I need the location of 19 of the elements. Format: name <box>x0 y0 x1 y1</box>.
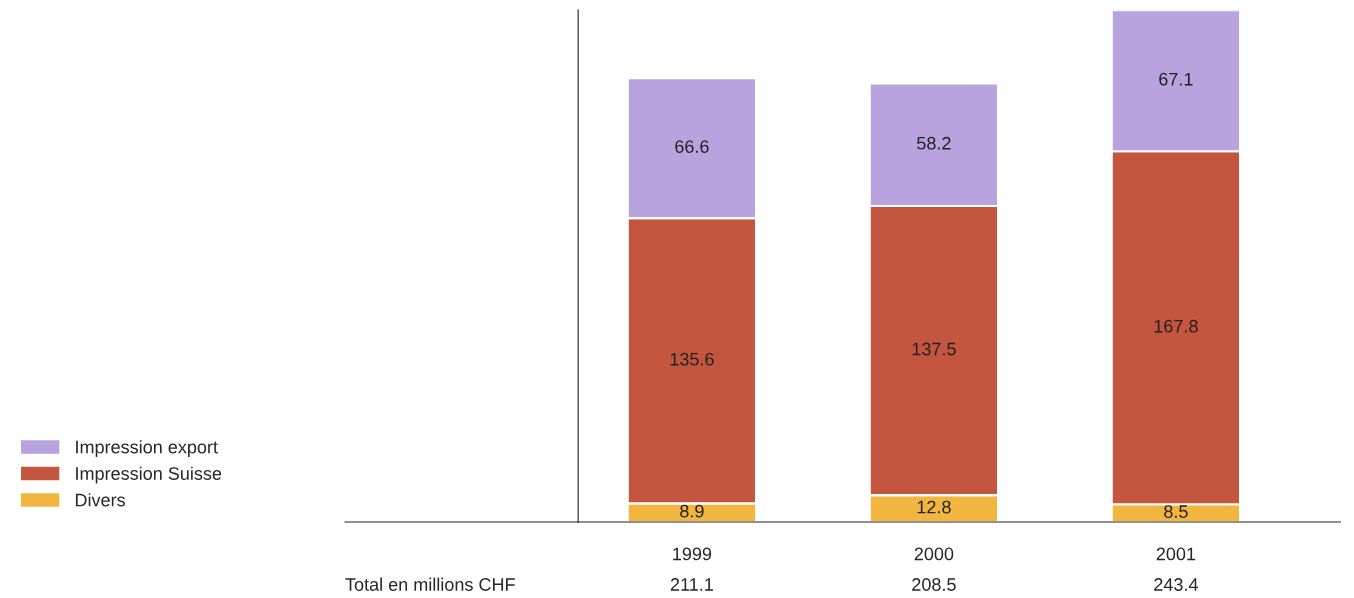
legend-label: Impression Suisse <box>76 466 222 484</box>
data-label: 167.8 <box>1154 319 1198 333</box>
total-label: 211.1 <box>670 578 713 591</box>
total-label: 208.5 <box>912 578 956 591</box>
data-label: 66.6 <box>675 140 709 153</box>
total-label: 243.4 <box>1154 578 1198 591</box>
x-tick-label: 2000 <box>914 547 954 561</box>
data-label: 67.1 <box>1159 72 1193 86</box>
data-label: 8.9 <box>680 504 704 518</box>
x-tick-label: 1999 <box>673 547 712 561</box>
legend-label: Divers <box>75 493 125 507</box>
data-label: 12.8 <box>917 500 951 514</box>
text: Total en millions CHF <box>345 577 515 591</box>
legend-label: Impression export <box>76 440 218 457</box>
x-tick-label: 2001 <box>1156 547 1196 561</box>
data-label: 8.5 <box>1164 505 1188 518</box>
data-label: 58.2 <box>917 136 951 150</box>
data-label: 135.6 <box>670 352 714 366</box>
data-label: 137.5 <box>912 342 956 356</box>
